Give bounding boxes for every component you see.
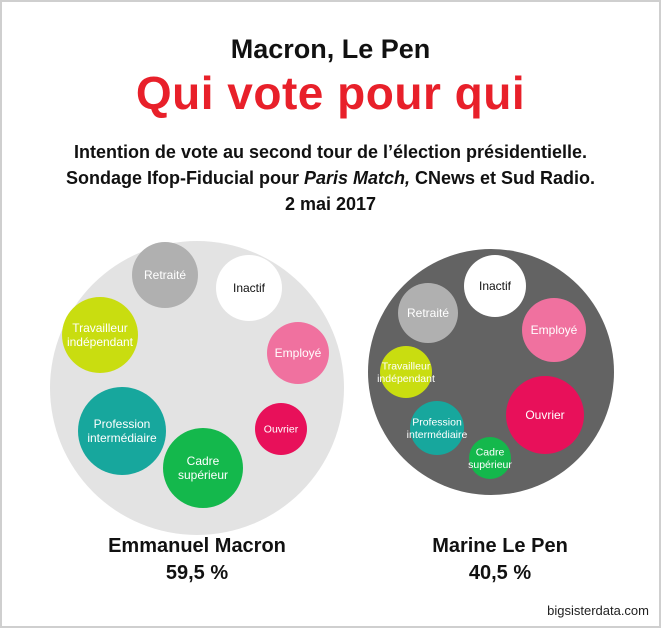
bubble-label-profession-intermediaire-emmanuel-macron-2: intermédiaire xyxy=(87,431,157,445)
bubble-label-retraite-emmanuel-macron: Retraité xyxy=(144,268,186,282)
bubble-cadre-superieur-marine-le-pen xyxy=(469,437,511,479)
bubble-cadre-superieur-emmanuel-macron xyxy=(163,428,243,508)
bubble-label-cadre-superieur-marine-le-pen-2: supérieur xyxy=(468,459,512,471)
bubble-label-profession-intermediaire-marine-le-pen-1: Profession xyxy=(412,416,462,428)
bubble-profession-intermediaire-emmanuel-macron xyxy=(78,387,166,475)
bubble-label-inactif-emmanuel-macron: Inactif xyxy=(233,281,266,295)
bubble-label-inactif-marine-le-pen: Inactif xyxy=(479,279,512,293)
candidate-percent-macron: 59,5 % xyxy=(165,562,229,584)
bubble-retraite-emmanuel-macron xyxy=(132,242,198,308)
bubble-label-retraite-marine-le-pen: Retraité xyxy=(407,306,449,320)
candidate-name-macron: Emmanuel Macron xyxy=(108,535,286,557)
chart-subtitle-line2: Sondage Ifop-Fiducial pour Paris Match, … xyxy=(0,168,661,189)
subtitle-italic-text: Paris Match, xyxy=(303,168,410,188)
subtitle-text: Sondage Ifop-Fiducial pour xyxy=(65,168,304,188)
bubble-travailleur-independant-marine-le-pen xyxy=(380,346,432,398)
bubble-label-employe-emmanuel-macron: Employé xyxy=(275,346,322,360)
chart-subtitle-line1: Intention de vote au second tour de l’él… xyxy=(73,142,588,162)
bubble-inactif-marine-le-pen xyxy=(464,255,526,317)
subtitle-text-end: CNews et Sud Radio. xyxy=(410,168,596,188)
candidate-name-lepen: Marine Le Pen xyxy=(432,535,568,557)
bubble-label-travailleur-independant-emmanuel-macron-2: indépendant xyxy=(67,335,134,349)
bubble-retraite-marine-le-pen xyxy=(398,283,458,343)
bubble-inactif-emmanuel-macron xyxy=(216,255,282,321)
bubble-label-cadre-superieur-emmanuel-macron-1: Cadre xyxy=(187,454,220,468)
bubble-employe-emmanuel-macron xyxy=(267,322,329,384)
bubble-label-ouvrier-emmanuel-macron: Ouvrier xyxy=(264,424,299,436)
bubble-label-ouvrier-marine-le-pen: Ouvrier xyxy=(525,408,564,422)
bubble-travailleur-independant-emmanuel-macron xyxy=(62,297,138,373)
bubble-label-travailleur-independant-emmanuel-macron-1: Travailleur xyxy=(72,321,128,335)
chart-date: 2 mai 2017 xyxy=(284,194,377,214)
candidate-percent-lepen: 40,5 % xyxy=(468,562,532,584)
bubble-employe-marine-le-pen xyxy=(522,298,586,362)
bubble-label-cadre-superieur-marine-le-pen-1: Cadre xyxy=(476,446,505,458)
bubble-ouvrier-marine-le-pen xyxy=(506,376,584,454)
source-credit: bigsisterdata.com xyxy=(547,603,649,618)
bubble-label-cadre-superieur-emmanuel-macron-2: supérieur xyxy=(178,468,228,482)
bubble-label-employe-marine-le-pen: Employé xyxy=(531,323,578,337)
bubble-label-profession-intermediaire-emmanuel-macron-1: Profession xyxy=(94,417,151,431)
bubble-ouvrier-emmanuel-macron xyxy=(255,403,307,455)
bubble-label-travailleur-independant-marine-le-pen-2: indépendant xyxy=(377,373,435,385)
chart-title: Qui vote pour qui xyxy=(135,67,526,119)
chart-supertitle: Macron, Le Pen xyxy=(230,34,431,64)
bubble-profession-intermediaire-marine-le-pen xyxy=(410,401,464,455)
bubble-label-profession-intermediaire-marine-le-pen-2: intermédiaire xyxy=(407,429,468,441)
bubble-label-travailleur-independant-marine-le-pen-1: Travailleur xyxy=(382,360,431,372)
